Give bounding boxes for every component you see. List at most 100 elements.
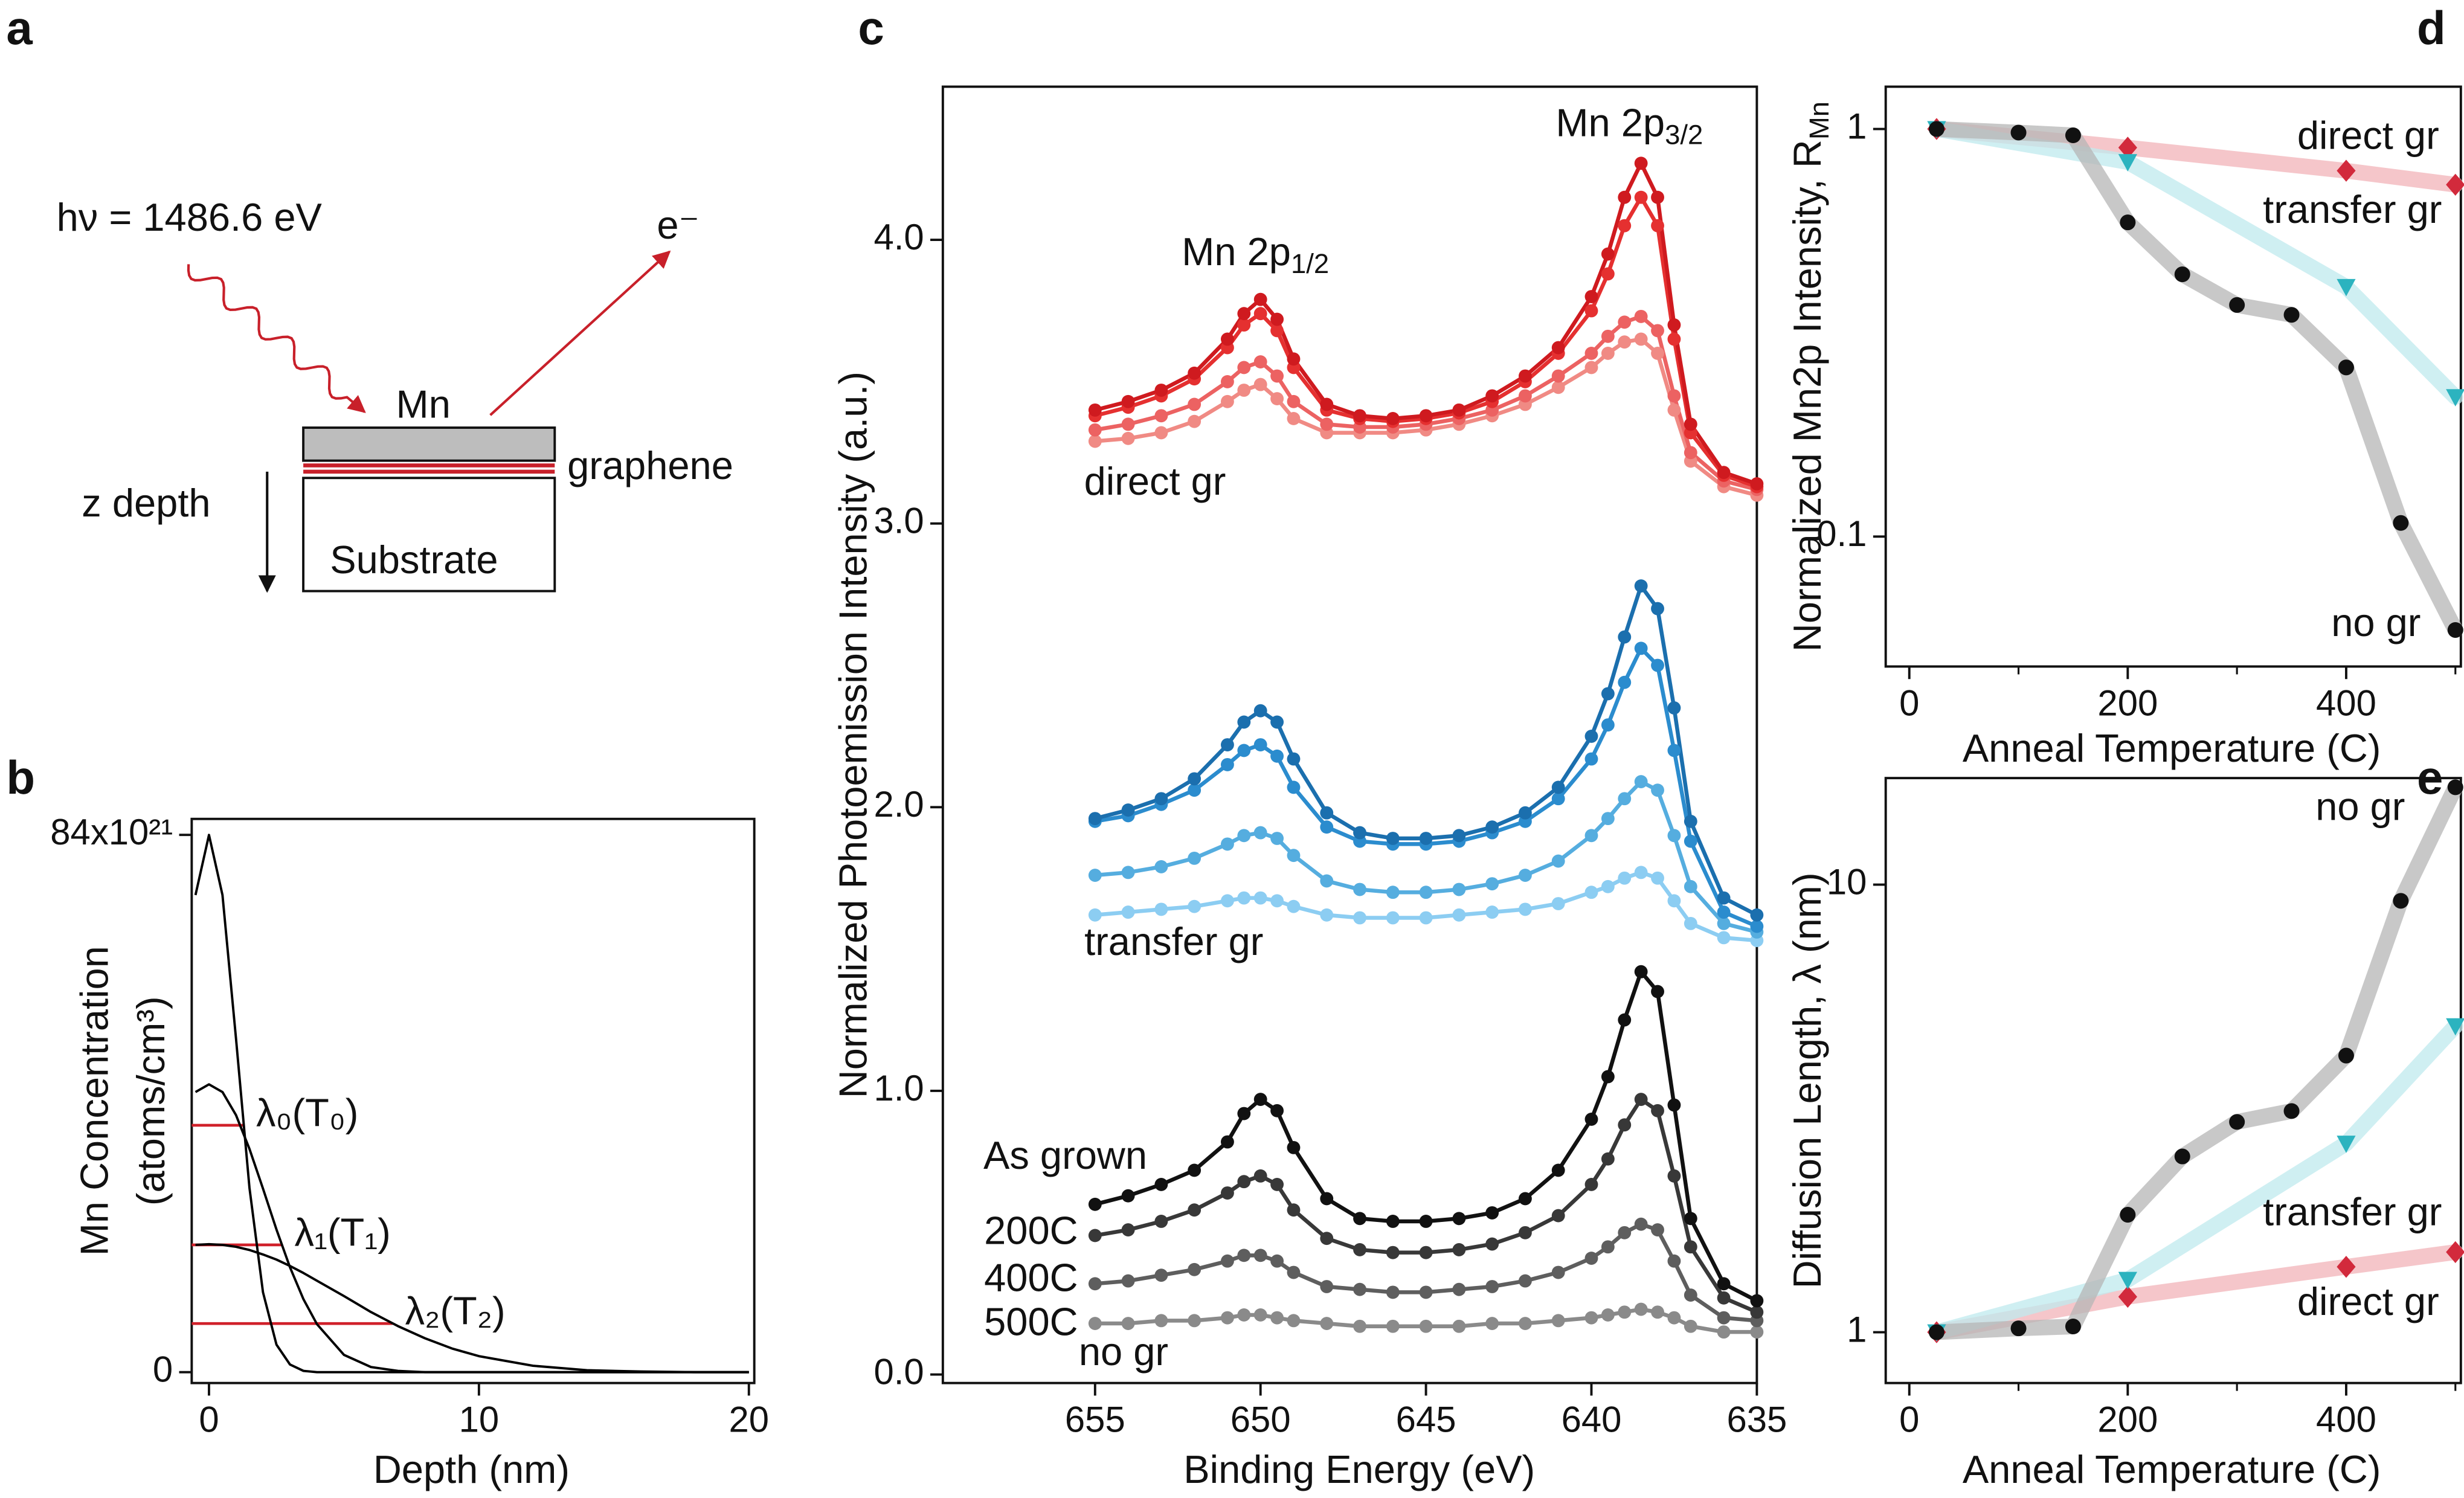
marker	[1485, 1317, 1499, 1330]
marker	[1651, 190, 1664, 204]
marker	[1452, 403, 1466, 417]
y-axis-title: (atoms/cm³)	[129, 996, 173, 1206]
marker	[1154, 1215, 1168, 1228]
marker	[1419, 911, 1433, 925]
marker	[2446, 389, 2464, 407]
marker	[1667, 318, 1681, 332]
marker	[2283, 307, 2300, 323]
marker	[1519, 1317, 1532, 1330]
marker	[1253, 378, 1267, 391]
marker	[1717, 916, 1731, 930]
marker	[1717, 1277, 1731, 1291]
marker	[1253, 1308, 1267, 1322]
marker	[1584, 829, 1598, 843]
x-tick-label: 200	[2097, 683, 2158, 723]
marker	[1601, 347, 1615, 360]
marker	[1154, 409, 1168, 423]
x-tick-label: 650	[1230, 1400, 1291, 1440]
y-axis-title-part: Diffusion Length, λ (nm)	[1785, 872, 1829, 1288]
marker	[1237, 1175, 1251, 1189]
marker	[1221, 1254, 1234, 1268]
marker	[1667, 894, 1681, 908]
marker	[2393, 893, 2409, 909]
marker	[2446, 173, 2464, 196]
trend-line	[1928, 1244, 2463, 1340]
marker	[2229, 297, 2245, 313]
peak-label-part: 1/2	[1291, 248, 1329, 279]
series-label: transfer gr	[2263, 187, 2442, 231]
marker	[1651, 985, 1664, 998]
marker	[1618, 315, 1632, 329]
marker	[1287, 412, 1301, 425]
marker	[1618, 792, 1632, 806]
marker	[1353, 1282, 1366, 1296]
marker	[1651, 1223, 1664, 1236]
marker	[1684, 1212, 1697, 1226]
substrate-label: Substrate	[330, 538, 498, 582]
marker	[1386, 1215, 1400, 1228]
marker	[1684, 879, 1697, 893]
marker	[1684, 1319, 1697, 1333]
marker	[1651, 871, 1664, 885]
marker	[1684, 417, 1697, 431]
marker	[1651, 324, 1664, 338]
marker	[1270, 1104, 1284, 1117]
x-tick-label: 0	[199, 1400, 219, 1440]
marker	[1519, 1274, 1532, 1288]
marker	[1253, 1169, 1267, 1183]
plot-frame	[941, 85, 1758, 1384]
marker	[1287, 394, 1301, 408]
marker	[1750, 1325, 1764, 1339]
marker	[2118, 1271, 2137, 1290]
marker	[1253, 1249, 1267, 1262]
marker	[1651, 1104, 1664, 1117]
marker	[1270, 894, 1284, 908]
marker	[1551, 854, 1565, 868]
marker	[1519, 389, 1532, 403]
marker	[1584, 361, 1598, 374]
marker	[1750, 919, 1764, 933]
marker	[1237, 361, 1251, 374]
marker	[1601, 267, 1615, 281]
marker	[1485, 1206, 1499, 1220]
marker	[1237, 1308, 1251, 1322]
marker	[1154, 1268, 1168, 1282]
marker	[1188, 899, 1201, 913]
marker	[1121, 1189, 1135, 1203]
photon-wave	[187, 264, 366, 413]
marker	[1551, 369, 1565, 383]
marker	[1551, 381, 1565, 394]
marker	[1270, 1254, 1284, 1268]
series-label: transfer gr	[2263, 1189, 2442, 1233]
marker	[1584, 1178, 1598, 1191]
marker	[1618, 871, 1632, 885]
series-line	[195, 1242, 749, 1374]
y-tick-label: 3.0	[873, 501, 924, 541]
y-axis-title: Normalized Photoemission Intensity (a.u.…	[831, 371, 875, 1098]
marker	[1634, 190, 1648, 204]
marker	[1634, 641, 1648, 655]
marker	[1253, 891, 1267, 905]
marker	[1188, 1262, 1201, 1276]
marker	[1154, 1314, 1168, 1328]
marker	[1750, 1305, 1764, 1319]
marker	[2337, 1136, 2356, 1153]
marker	[1485, 877, 1499, 891]
marker	[1551, 341, 1565, 355]
series-label: direct gr	[2297, 114, 2439, 158]
marker	[1584, 1252, 1598, 1265]
marker	[1221, 1311, 1234, 1325]
marker	[1634, 1217, 1648, 1231]
photon-label: hν = 1486.6 eV	[57, 195, 323, 239]
marker	[2338, 359, 2354, 376]
marker	[1253, 704, 1267, 718]
marker	[1270, 324, 1284, 338]
marker	[1551, 1314, 1565, 1328]
marker	[1667, 1098, 1681, 1112]
marker	[1287, 752, 1301, 766]
x-tick-label: 400	[2316, 683, 2376, 723]
x-tick-label: 655	[1065, 1400, 1125, 1440]
marker	[1601, 1070, 1615, 1084]
marker	[1601, 879, 1615, 893]
marker	[1221, 394, 1234, 408]
